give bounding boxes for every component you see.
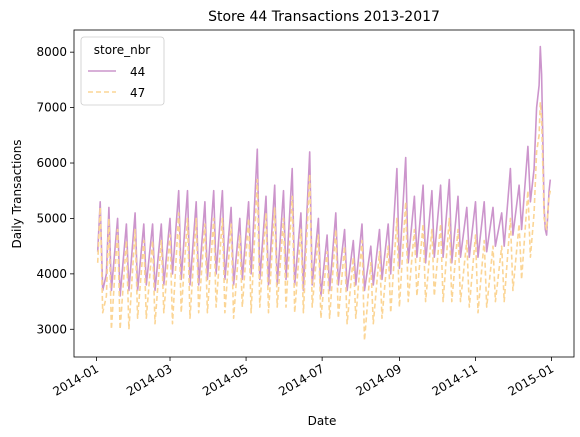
- y-axis-label: Daily Transactions: [10, 139, 24, 248]
- series-layer: [96, 45, 552, 342]
- legend: store_nbr 44 47: [80, 36, 165, 106]
- plot-frame: [73, 29, 575, 358]
- legend-entry-44: 44: [130, 65, 145, 79]
- x-axis-label: Date: [308, 414, 337, 428]
- series-line-44: [96, 45, 552, 297]
- y-tick-label: 4000: [36, 267, 67, 281]
- y-tick-label: 7000: [36, 101, 67, 115]
- legend-title: store_nbr: [94, 43, 151, 57]
- y-tick-label: 5000: [36, 211, 67, 225]
- legend-entry-47: 47: [130, 86, 145, 100]
- y-tick-label: 8000: [36, 45, 67, 59]
- series-line-47: [96, 101, 552, 342]
- legend-box: [80, 36, 165, 106]
- y-tick-label: 6000: [36, 156, 67, 170]
- chart-title: Store 44 Transactions 2013-2017: [208, 9, 440, 25]
- y-tick-label: 3000: [36, 322, 67, 336]
- y-axis: 3000 4000 5000 6000 7000 8000: [36, 45, 74, 336]
